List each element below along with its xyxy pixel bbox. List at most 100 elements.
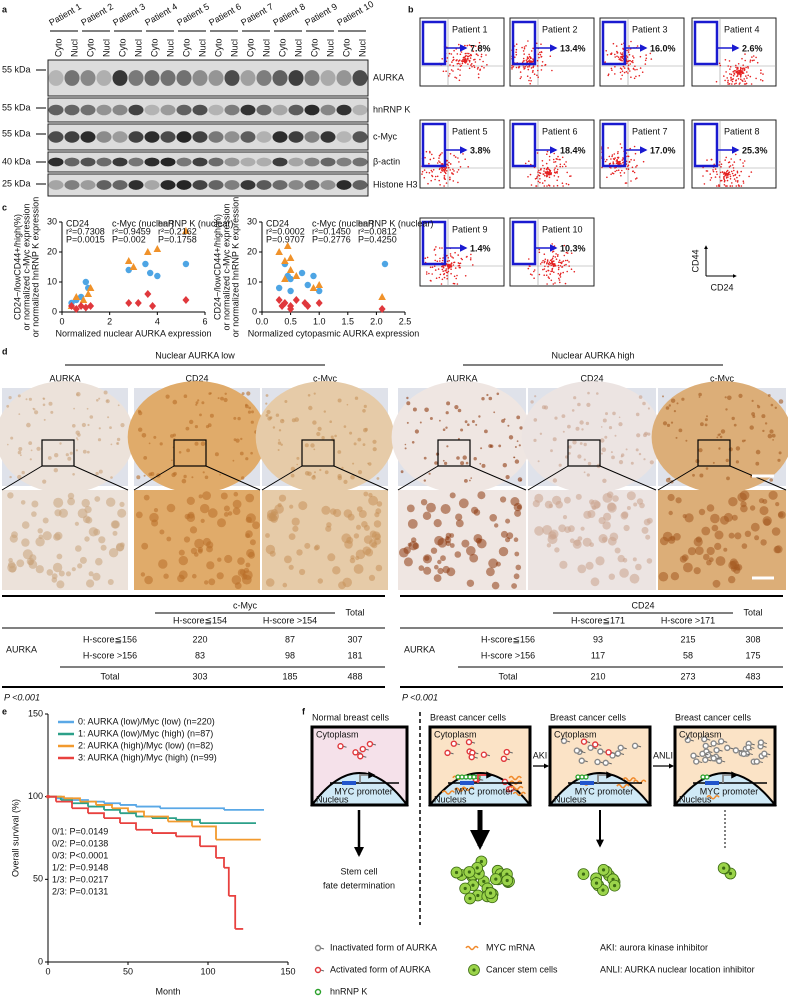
cell [767,394,771,397]
cell [22,549,33,560]
point [182,260,190,268]
event-dot [728,166,731,168]
event-dot [742,162,744,164]
panel-letter: b [408,4,414,14]
cell [486,567,495,577]
event-dot [740,78,742,81]
cell [471,506,479,514]
event-dot [741,57,743,60]
event-dot [556,179,558,182]
cell [429,417,433,420]
patient-label: Patient 1 [47,1,83,27]
cell [7,443,9,446]
event-dot [551,69,553,72]
survival-step [48,795,57,802]
cell [559,560,568,569]
cell [53,468,58,473]
marker-label: 55 kDa [2,64,31,74]
event-dot [552,283,555,285]
cell [343,425,347,428]
event-dot [539,51,541,54]
point [275,248,283,255]
stat-label: r²=0.7308 [66,226,105,236]
cell [456,456,460,460]
cell [217,557,222,562]
event-dot [563,264,566,267]
cell [510,497,520,506]
cell [269,416,272,420]
event-dot [549,55,552,57]
cell [693,567,701,575]
cell [507,424,510,427]
event-dot [456,53,459,55]
cell [239,451,244,456]
cell [534,526,544,536]
cell [280,443,283,446]
event-dot [728,83,731,85]
event-dot [732,74,735,77]
event-dot [738,185,740,187]
lane-label: Nucl [133,39,143,57]
event-dot [519,77,522,80]
active-aurka [468,753,475,761]
cell [237,557,245,565]
cell [635,412,640,417]
zoom-line [729,465,787,491]
cell [704,418,708,422]
zoom-box [567,439,601,467]
event-dot [555,158,558,160]
point [378,305,386,313]
cell [670,421,674,424]
event-dot [553,263,556,265]
event-dot [443,175,446,177]
blot-band [144,131,160,143]
cell [403,557,413,567]
cell [357,470,363,475]
gate-percent: 18.4% [560,145,586,155]
cell [602,418,607,423]
event-dot [551,269,553,271]
cell [577,536,583,541]
cell [100,544,107,551]
event-dot [539,263,542,265]
cell [645,534,651,540]
event-dot [729,73,731,75]
blot-band [144,104,160,116]
event-dot [543,274,545,277]
cell [75,545,82,552]
cell [98,536,106,544]
blot-band [304,70,320,86]
event-dot [449,176,451,179]
cell [368,495,378,506]
event-dot [729,66,732,68]
cell [198,494,203,499]
event-dot [567,183,570,186]
event-dot [619,52,622,54]
tissue-core [127,381,267,493]
event-dot [511,68,513,70]
cell [204,475,209,480]
event-dot [741,69,744,71]
event-dot [549,273,551,275]
cell [475,423,478,426]
event-dot [727,172,730,174]
cell [117,404,120,407]
event-dot [554,256,557,258]
event-dot [537,171,539,173]
cell [272,426,276,429]
cell [65,453,69,457]
table-header: CD24 [631,600,654,610]
blot-band [352,180,368,190]
event-dot [428,172,431,174]
blot-strip [47,59,369,97]
cell [53,497,64,508]
point [310,272,317,280]
event-dot [615,162,618,165]
cell [353,533,360,539]
cell [434,564,439,570]
cell [484,429,488,434]
event-dot [570,175,572,177]
event-dot [439,257,441,260]
cell [72,424,76,428]
event-dot [429,158,432,161]
